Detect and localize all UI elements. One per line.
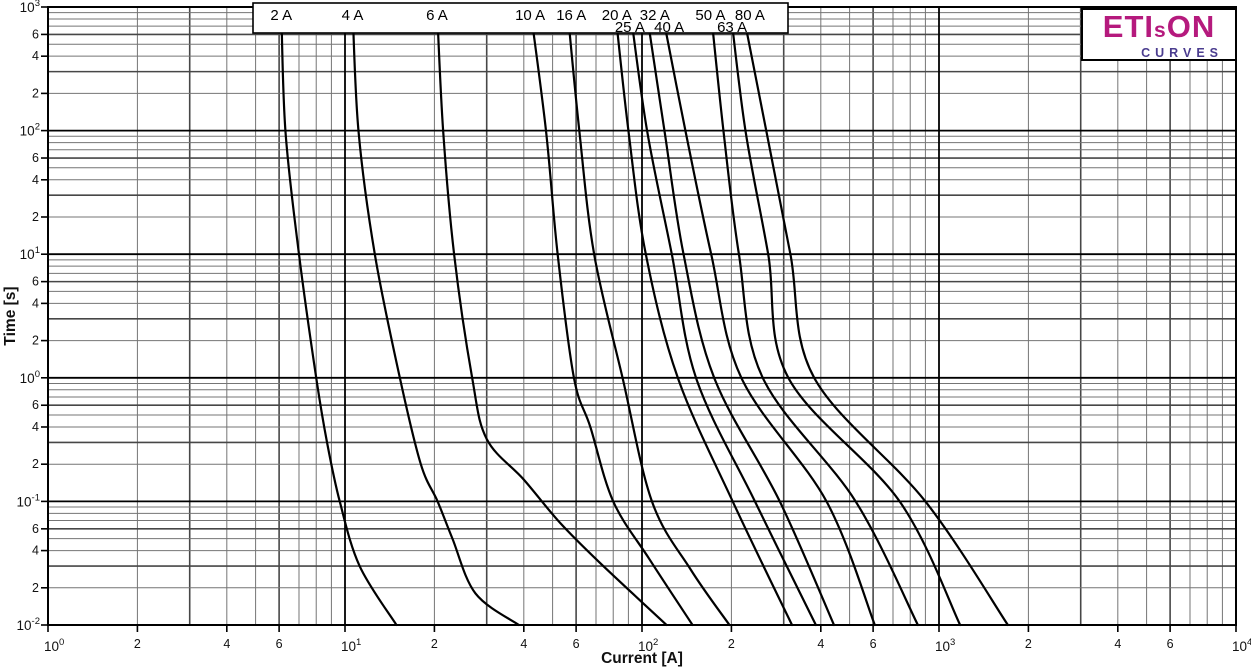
x-tick-label: 4 xyxy=(817,637,824,651)
curve-label-25A: 25 A xyxy=(615,19,645,36)
x-tick-label: 6 xyxy=(276,637,283,651)
brand-logo: ETIsON CURVES xyxy=(1081,8,1237,61)
curve-label-63A: 63 A xyxy=(717,19,747,36)
y-tick-label: 2 xyxy=(32,581,39,595)
x-tick-label: 101 xyxy=(341,637,361,654)
curve-label-10A: 10 A xyxy=(515,7,545,24)
curve-2A xyxy=(280,5,398,627)
x-tick-label: 4 xyxy=(520,637,527,651)
brand-text-small: s xyxy=(1154,19,1167,42)
y-tick-label: 103 xyxy=(20,0,40,15)
curve-label-4A: 4 A xyxy=(342,7,364,24)
y-axis-title: Time [s] xyxy=(2,286,19,346)
y-tick-label: 6 xyxy=(32,398,39,412)
y-tick-label: 6 xyxy=(32,151,39,165)
brand-text-main: ETI xyxy=(1102,9,1155,44)
y-tick-label: 101 xyxy=(20,245,40,262)
curve-63A xyxy=(729,5,962,627)
x-tick-label: 103 xyxy=(935,637,955,654)
curve-16A xyxy=(566,5,731,627)
x-tick-label: 4 xyxy=(1114,637,1121,651)
x-tick-label: 2 xyxy=(1025,637,1032,651)
y-tick-label: 4 xyxy=(32,173,39,187)
x-tick-label: 100 xyxy=(44,637,64,654)
curve-label-6A: 6 A xyxy=(426,7,448,24)
x-tick-label: 2 xyxy=(134,637,141,651)
y-tick-label: 2 xyxy=(32,86,39,100)
curve-label-16A: 16 A xyxy=(556,7,586,24)
y-tick-label: 2 xyxy=(32,457,39,471)
x-tick-label: 2 xyxy=(728,637,735,651)
x-tick-label: 6 xyxy=(573,637,580,651)
curve-20A xyxy=(613,5,794,627)
x-axis-title: Current [A] xyxy=(601,650,683,667)
curve-label-50A: 50 A xyxy=(695,7,725,24)
y-tick-label: 4 xyxy=(32,420,39,434)
curve-25A xyxy=(628,5,817,627)
x-tick-label: 2 xyxy=(431,637,438,651)
curve-50A xyxy=(709,5,919,627)
curve-6A xyxy=(435,5,668,627)
y-tick-label: 4 xyxy=(32,296,39,310)
brand-text-end: ON xyxy=(1166,9,1216,44)
grid xyxy=(47,6,1237,626)
y-tick-label: 4 xyxy=(32,544,39,558)
y-tick-label: 102 xyxy=(20,122,40,139)
curve-label-2A: 2 A xyxy=(270,7,292,24)
x-tick-label: 6 xyxy=(1167,637,1174,651)
curve-label-40A: 40 A xyxy=(654,19,684,36)
curve-32A xyxy=(644,5,836,627)
y-tick-label: 10-2 xyxy=(17,616,40,633)
y-tick-label: 100 xyxy=(20,369,40,386)
curve-4A xyxy=(351,5,520,627)
y-tick-label: 2 xyxy=(32,334,39,348)
y-tick-label: 4 xyxy=(32,49,39,63)
x-tick-label: 6 xyxy=(870,637,877,651)
y-tick-label: 6 xyxy=(32,275,39,289)
curve-40A xyxy=(660,5,876,627)
curve-labels: 2 A 4 A 6 A 10 A 16 A 20 A25 A32 A40 A 50 A63 … xyxy=(270,7,765,36)
y-tick-label: 6 xyxy=(32,522,39,536)
brand-wordmark: ETIsON xyxy=(1083,9,1235,46)
x-tick-label: 104 xyxy=(1232,637,1251,654)
y-tick-label: 2 xyxy=(32,210,39,224)
curve-label-box xyxy=(252,2,789,34)
y-tick-label: 10-1 xyxy=(17,492,40,509)
y-tick-label: 6 xyxy=(32,27,39,41)
x-tick-label: 4 xyxy=(223,637,230,651)
curve-label-32A: 32 A xyxy=(640,7,670,24)
curve-80A xyxy=(740,5,1009,627)
x-tick-label: 102 xyxy=(638,637,658,654)
curves xyxy=(280,5,1009,627)
curve-10A xyxy=(529,5,694,627)
curve-label-80A: 80 A xyxy=(735,7,765,24)
brand-subtitle: CURVES xyxy=(1141,46,1223,60)
curve-label-20A: 20 A xyxy=(602,7,632,24)
